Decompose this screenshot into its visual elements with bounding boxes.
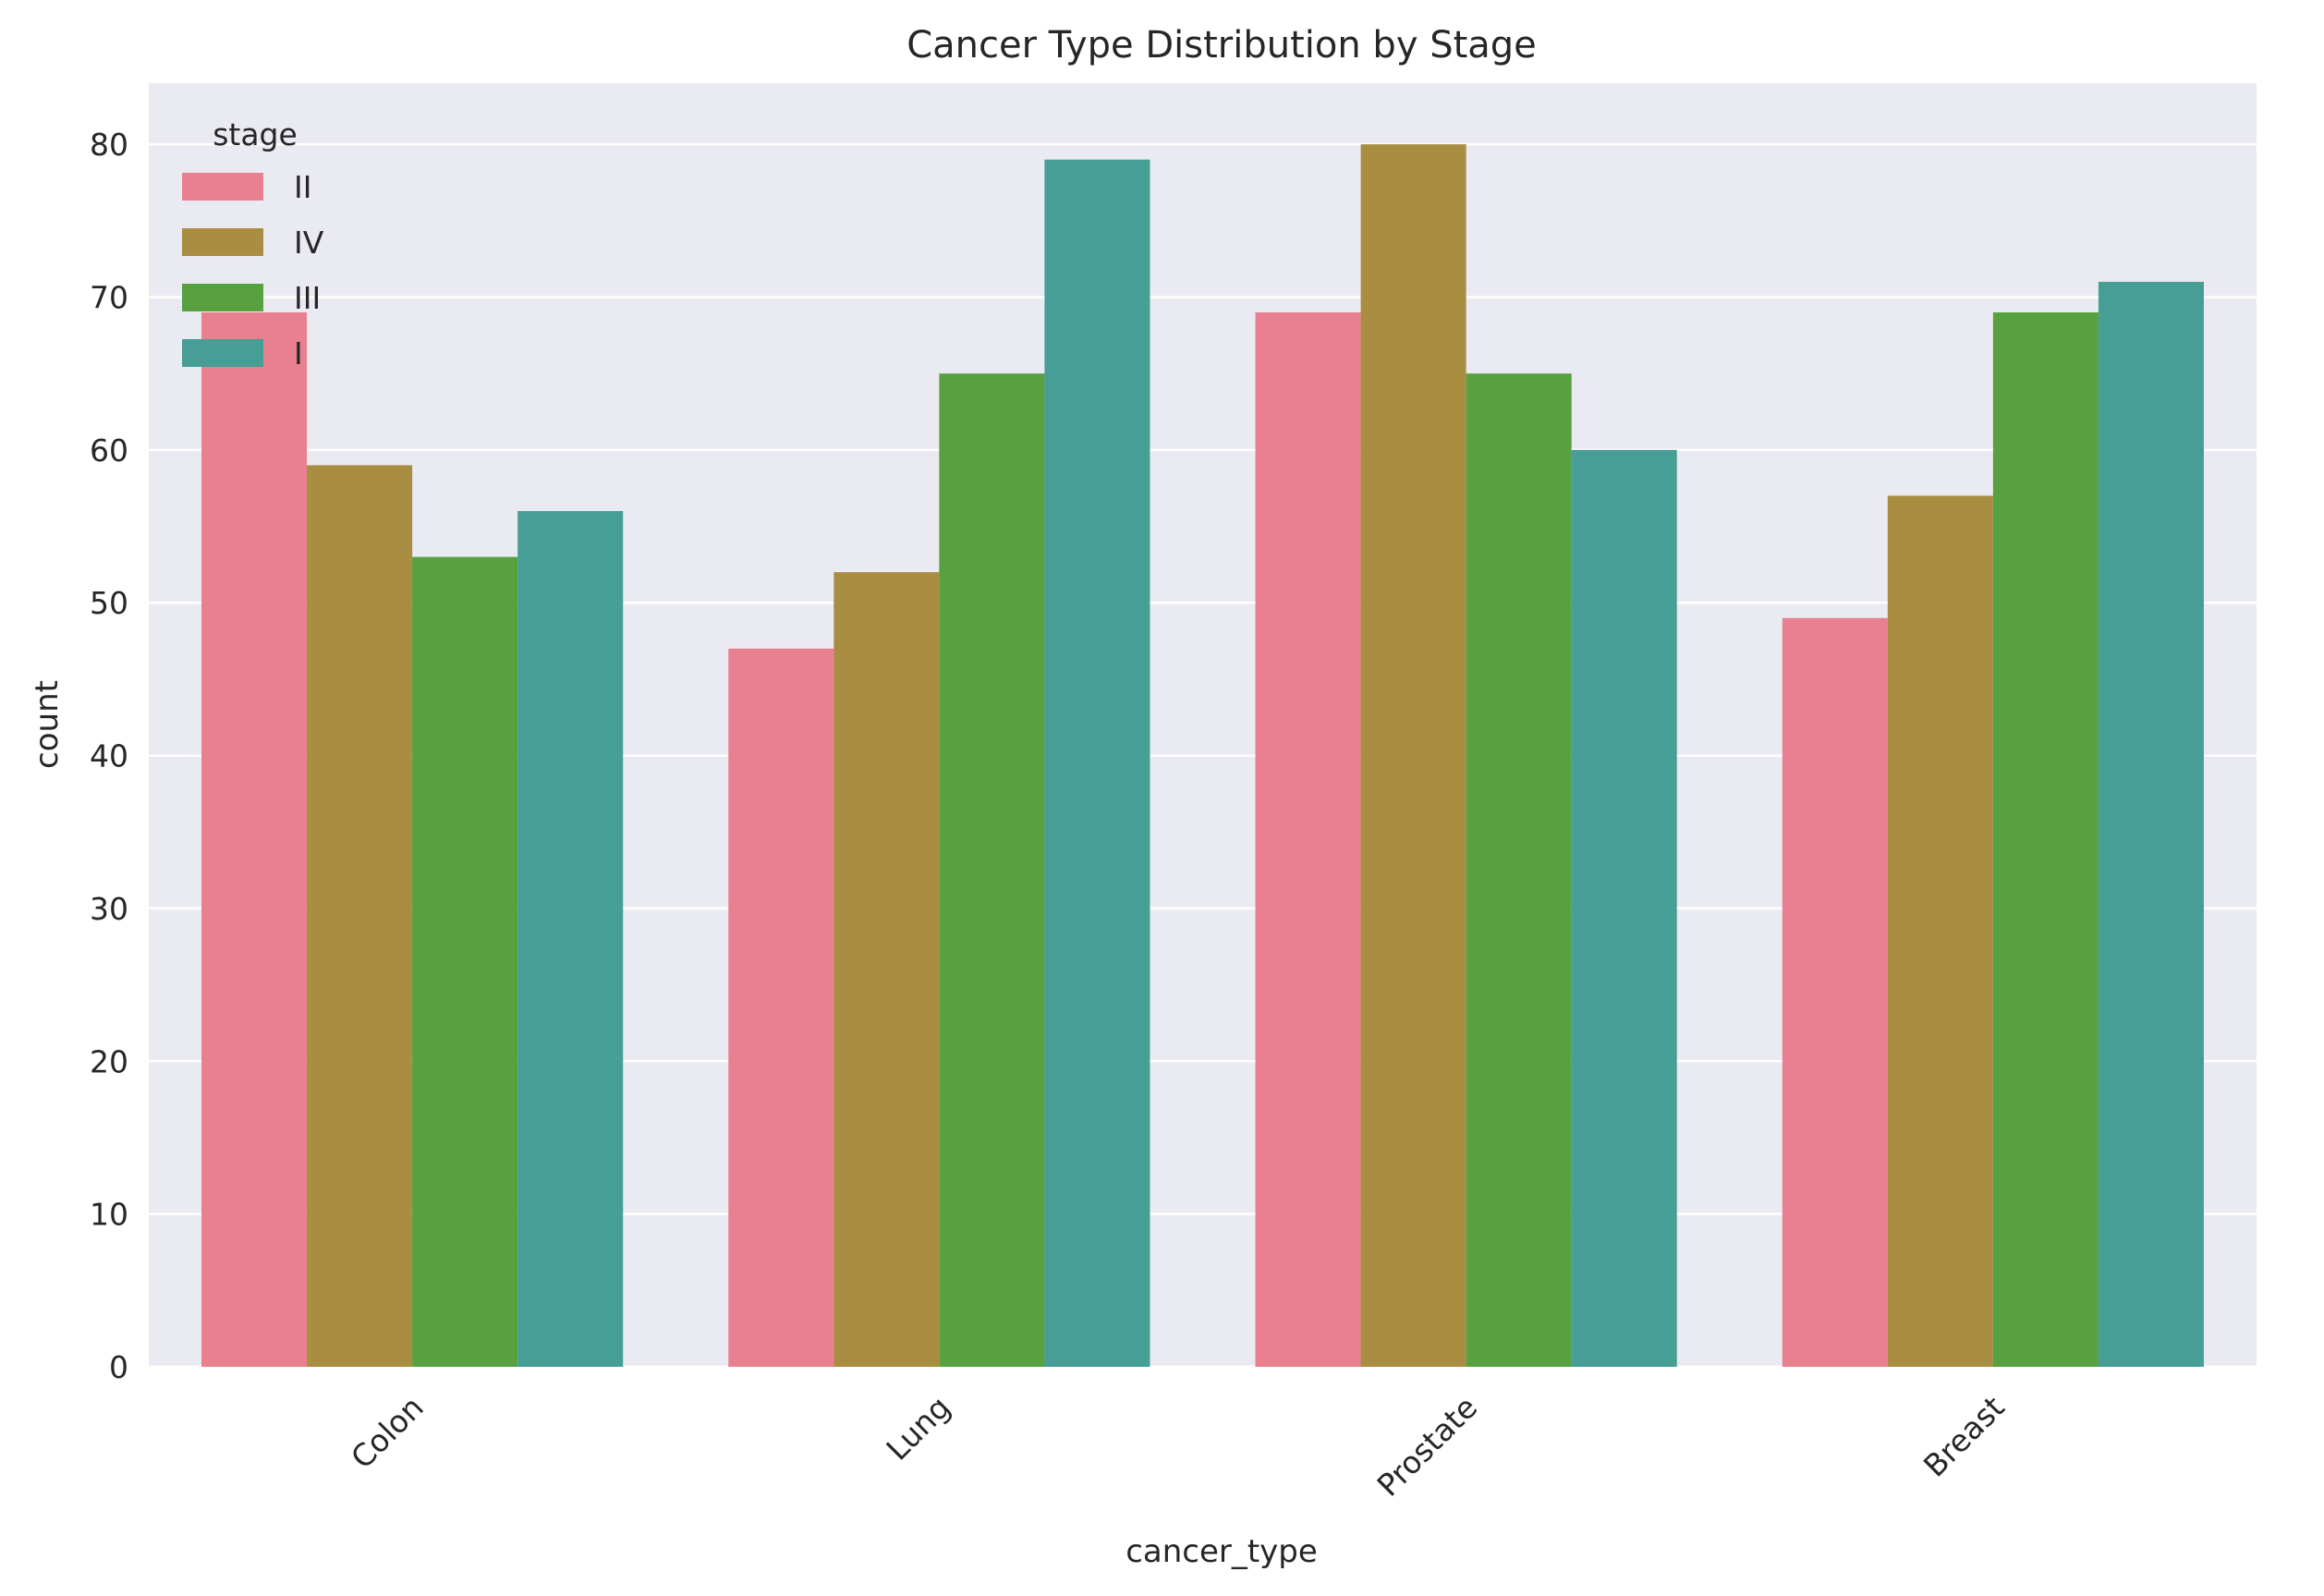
y-tick-label: 0: [109, 1349, 128, 1385]
y-tick-label: 50: [90, 585, 128, 621]
bar-prostate-stage-i: [1571, 449, 1677, 1367]
bar-lung-stage-i: [1044, 159, 1150, 1367]
legend-label: III: [294, 280, 321, 316]
bar-lung-stage-iii: [939, 373, 1045, 1367]
x-axis-label: cancer_type: [1125, 1533, 1318, 1570]
bar-colon-stage-iii: [412, 556, 518, 1367]
bar-breast-stage-iii: [1992, 312, 2099, 1368]
legend-swatch: [182, 173, 263, 201]
bar-breast-stage-iv: [1887, 495, 1993, 1367]
bar-breast-stage-i: [2098, 281, 2204, 1367]
bars: [201, 144, 2204, 1368]
bar-prostate-stage-iii: [1466, 373, 1572, 1367]
legend-title: stage: [213, 116, 298, 152]
y-tick-label: 80: [90, 127, 128, 163]
bar-colon-stage-iv: [307, 465, 413, 1368]
legend-swatch: [182, 284, 263, 311]
legend-label: II: [294, 169, 311, 205]
x-tick-label: Prostate: [1370, 1389, 1485, 1504]
y-tick-label: 70: [90, 280, 128, 316]
x-tick-label: Lung: [879, 1389, 957, 1468]
bar-colon-stage-i: [517, 511, 624, 1367]
x-tick-label: Colon: [344, 1389, 431, 1476]
bar-lung-stage-ii: [728, 648, 834, 1367]
legend-swatch: [182, 228, 263, 256]
y-tick-label: 40: [90, 738, 128, 774]
y-tick-label: 30: [90, 891, 128, 927]
y-axis-ticks: 0 10 20 30 40 50 60 70 80: [90, 127, 128, 1385]
bar-prostate-stage-iv: [1360, 144, 1466, 1368]
bar-lung-stage-iv: [833, 572, 940, 1367]
bar-colon-stage-ii: [201, 312, 308, 1368]
legend-swatch: [182, 339, 263, 367]
y-tick-label: 20: [90, 1043, 128, 1079]
x-axis-ticks: Colon Lung Prostate Breast: [344, 1389, 2011, 1504]
y-tick-label: 60: [90, 433, 128, 469]
chart-title: Cancer Type Distribution by Stage: [906, 24, 1537, 67]
y-tick-label: 10: [90, 1197, 128, 1233]
x-tick-label: Breast: [1916, 1389, 2012, 1484]
legend-label: IV: [294, 225, 324, 261]
y-axis-label: count: [29, 680, 66, 769]
bar-breast-stage-ii: [1782, 617, 1888, 1367]
legend-label: I: [294, 335, 303, 372]
bar-prostate-stage-ii: [1255, 312, 1361, 1368]
